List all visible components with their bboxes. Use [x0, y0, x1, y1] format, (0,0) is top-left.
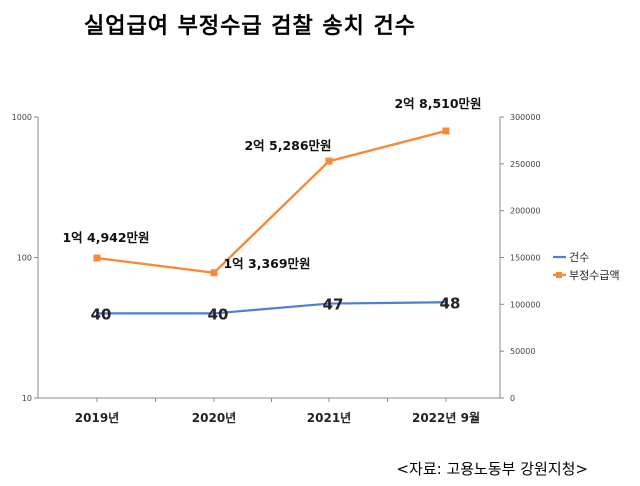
right-tick-label: 100000	[510, 300, 541, 309]
left-tick-label: 100	[17, 254, 32, 263]
right-tick-label: 50000	[510, 347, 535, 356]
count-data-label: 47	[323, 296, 344, 314]
series-amount-line	[96, 129, 447, 275]
right-tick-label: 300000	[510, 113, 541, 122]
count-data-label: 40	[208, 305, 229, 323]
left-tick-label: 1000	[12, 113, 32, 122]
series-amount-marker	[93, 254, 101, 262]
series-amount-marker	[210, 269, 218, 277]
x-tick-label: 2019년	[75, 411, 119, 425]
left-tick-label: 10	[22, 394, 32, 403]
amount-data-label: 1억 4,942만원	[62, 230, 149, 245]
right-tick-label: 0	[510, 394, 515, 403]
chart-data-labels: 40 40 47 48 1억 4,942만원 1억 3,369만원 2억 5,286만원 2억…	[62, 96, 481, 323]
count-data-label: 48	[440, 294, 461, 312]
amount-data-label: 2억 5,286만원	[244, 138, 331, 153]
x-tick-label: 2021년	[307, 411, 351, 425]
legend-label-count: 건수	[569, 251, 589, 264]
chart-series	[93, 127, 450, 315]
amount-data-label: 1억 3,369만원	[223, 256, 310, 271]
chart-axes: 10 100 1000 0 50000 100000 150000 200000 250000 3…	[12, 113, 541, 425]
source-note: <자료: 고용노동부 강원지청>	[396, 460, 588, 478]
series-count-line	[97, 301, 447, 315]
right-tick-label: 250000	[510, 160, 541, 169]
x-tick-label: 2022년 9월	[412, 410, 480, 425]
amount-data-label: 2억 8,510만원	[394, 96, 481, 111]
legend-marker-amount	[556, 272, 562, 278]
legend-label-amount: 부정수급액	[569, 269, 620, 282]
right-tick-label: 200000	[510, 207, 541, 216]
series-amount-marker	[325, 157, 333, 165]
x-tick-label: 2020년	[192, 411, 236, 425]
chart-title: 실업급여 부정수급 검찰 송치 건수	[84, 14, 416, 39]
series-amount-marker	[442, 127, 450, 135]
right-tick-label: 150000	[510, 254, 541, 263]
count-data-label: 40	[91, 305, 112, 323]
